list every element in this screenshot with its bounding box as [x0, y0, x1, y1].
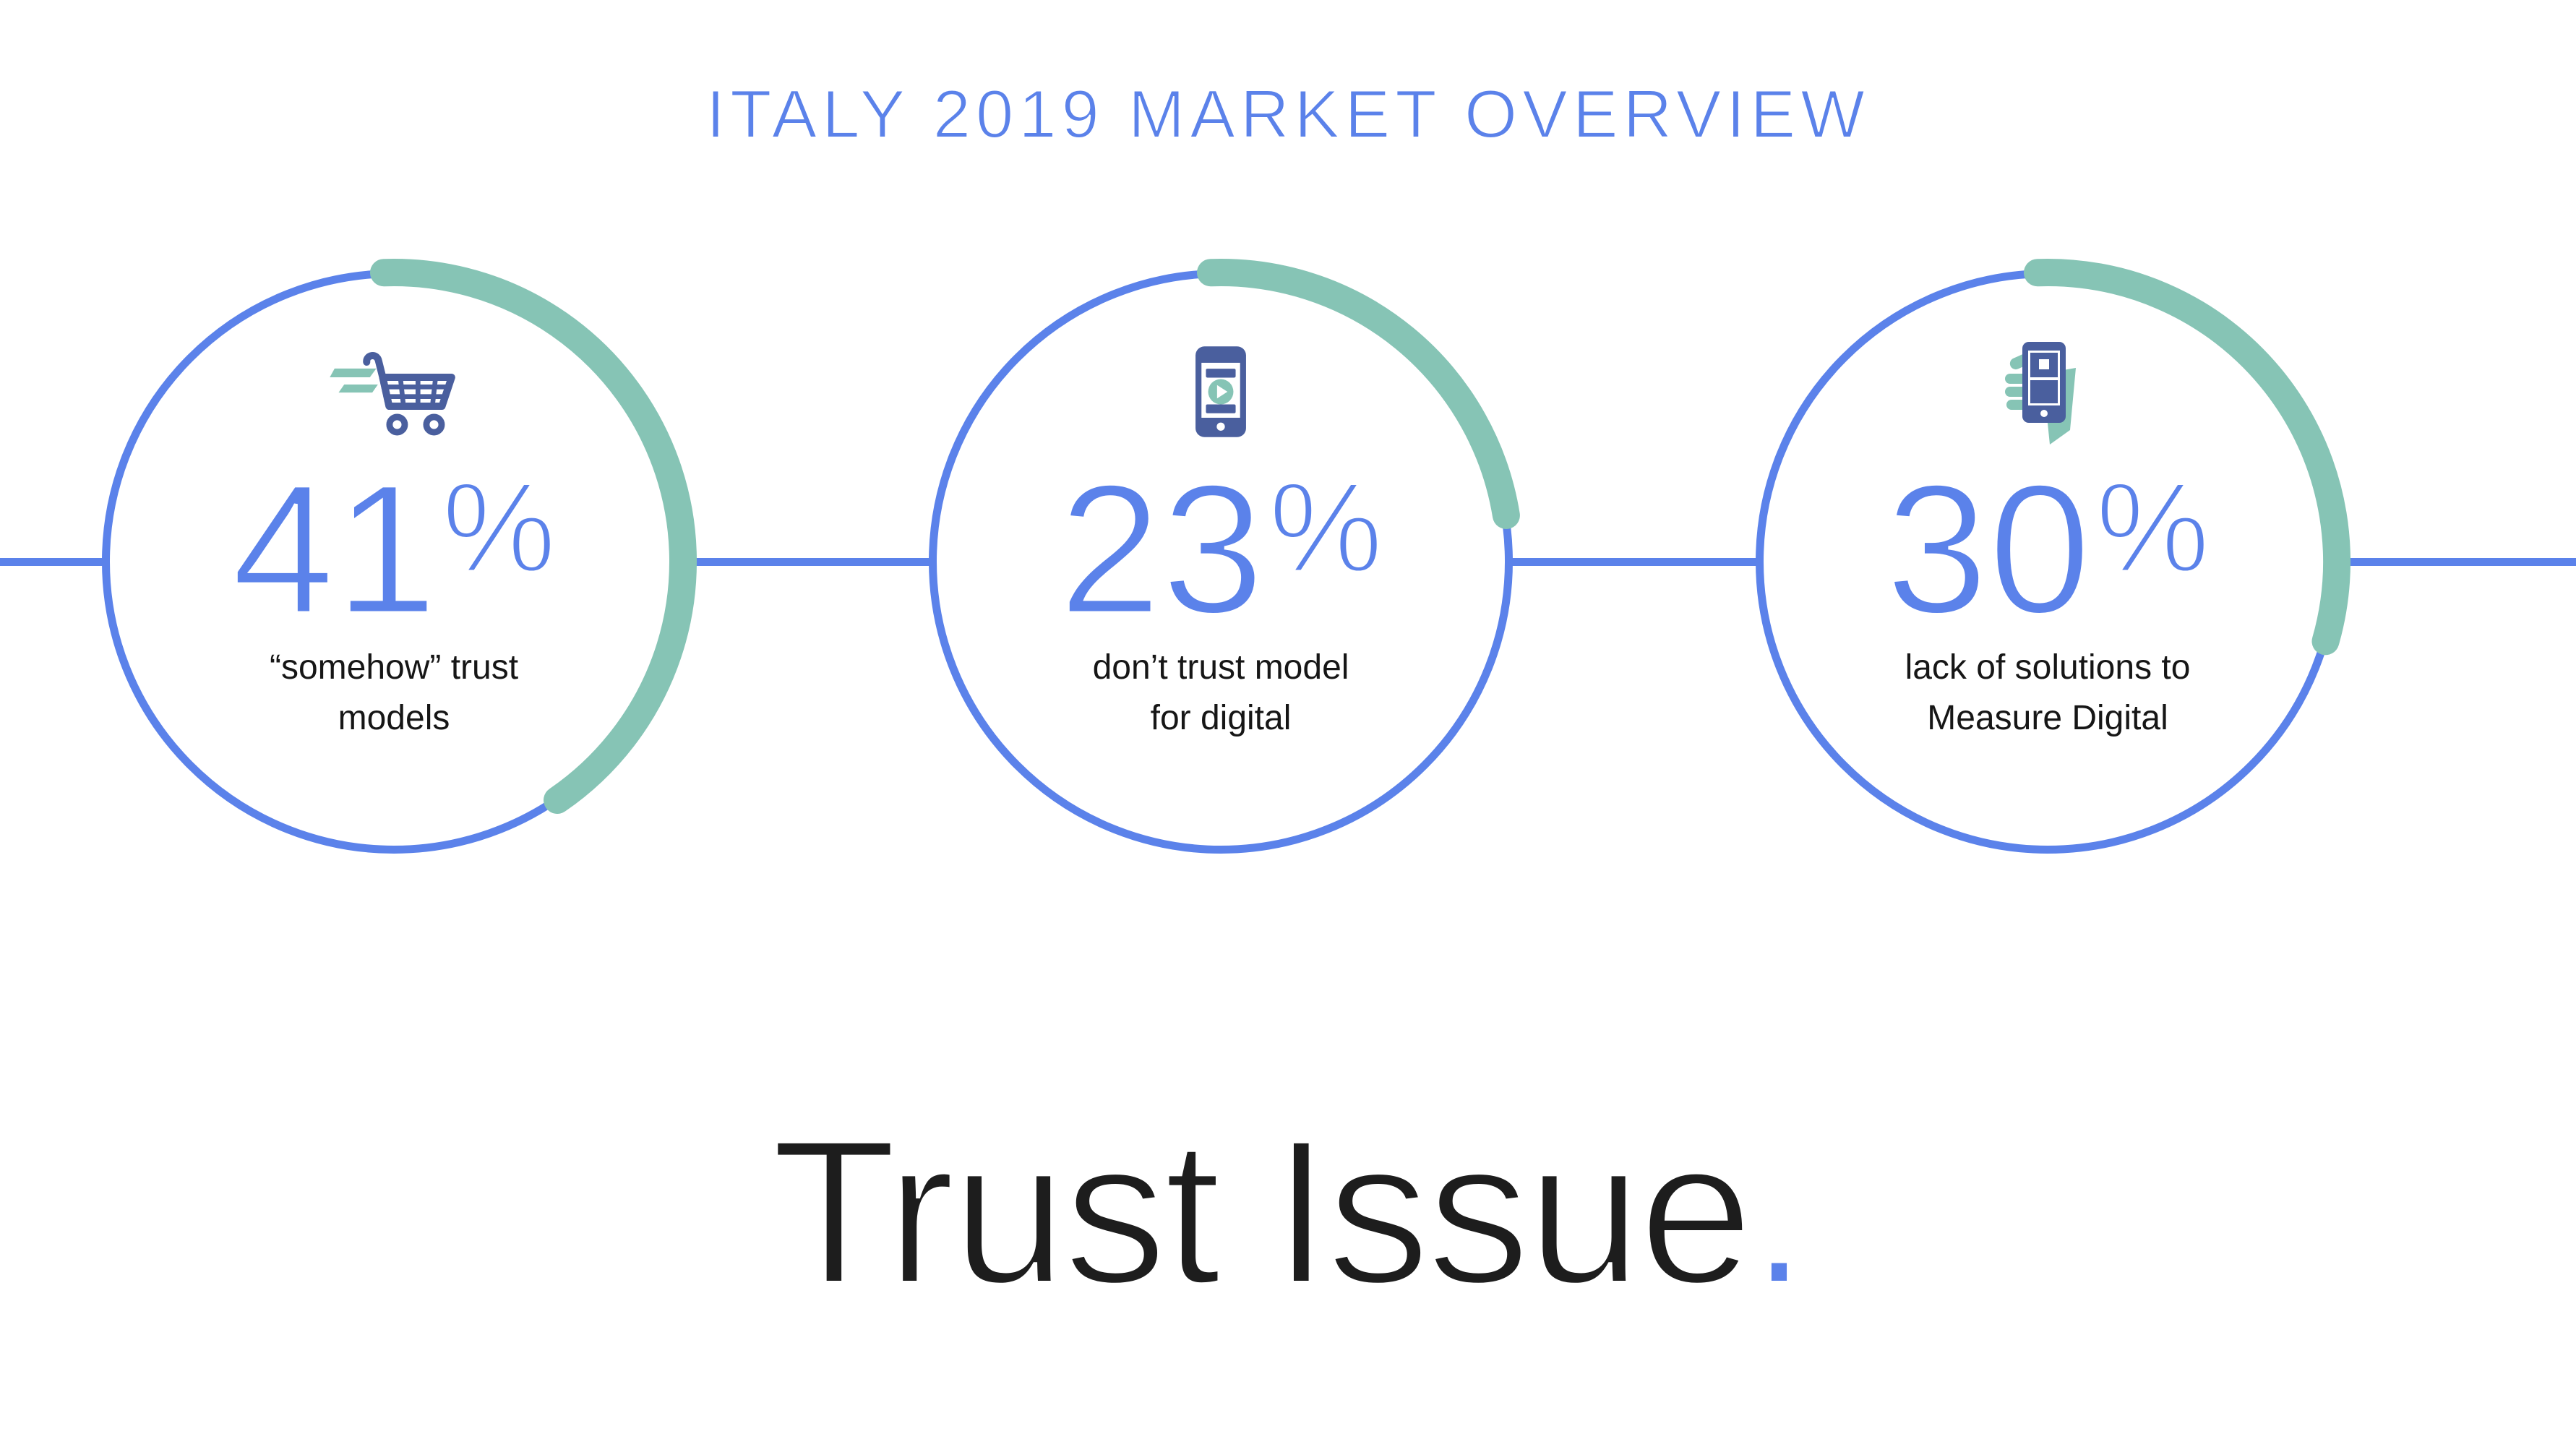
hand-holding-phone-icon [1764, 334, 2332, 450]
mobile-video-icon [937, 334, 1505, 450]
headline-text: Trust Issue [769, 1097, 1756, 1327]
stat-caption: “somehow” trust models [269, 648, 519, 738]
stat-value: 30% [1884, 446, 2212, 653]
slide-title: ITALY 2019 MARKET OVERVIEW [705, 75, 1870, 153]
percent-sign: % [440, 455, 558, 599]
headline: Trust Issue. [0, 1107, 2576, 1318]
shopping-cart-icon [110, 334, 678, 450]
stat-value: 41% [230, 446, 558, 653]
percent-sign: % [1267, 455, 1385, 599]
cart-speedline-2 [338, 385, 378, 393]
stat-caption: don’t trust model for digital [1092, 648, 1349, 738]
stat-circle-dont-trust-digital: 23% don’t trust model for digital [929, 270, 1513, 854]
percent-sign: % [2094, 455, 2212, 599]
stat-circle-lack-solutions: 30% lack of solutions to Measure Digital [1756, 270, 2340, 854]
stat-caption: lack of solutions to Measure Digital [1905, 648, 2191, 738]
cart-speedline-1 [330, 368, 377, 378]
stat-circle-somehow-trust: 41% “somehow” trust models [102, 270, 686, 854]
stat-value: 23% [1057, 446, 1385, 653]
headline-period: . [1748, 1097, 1810, 1327]
